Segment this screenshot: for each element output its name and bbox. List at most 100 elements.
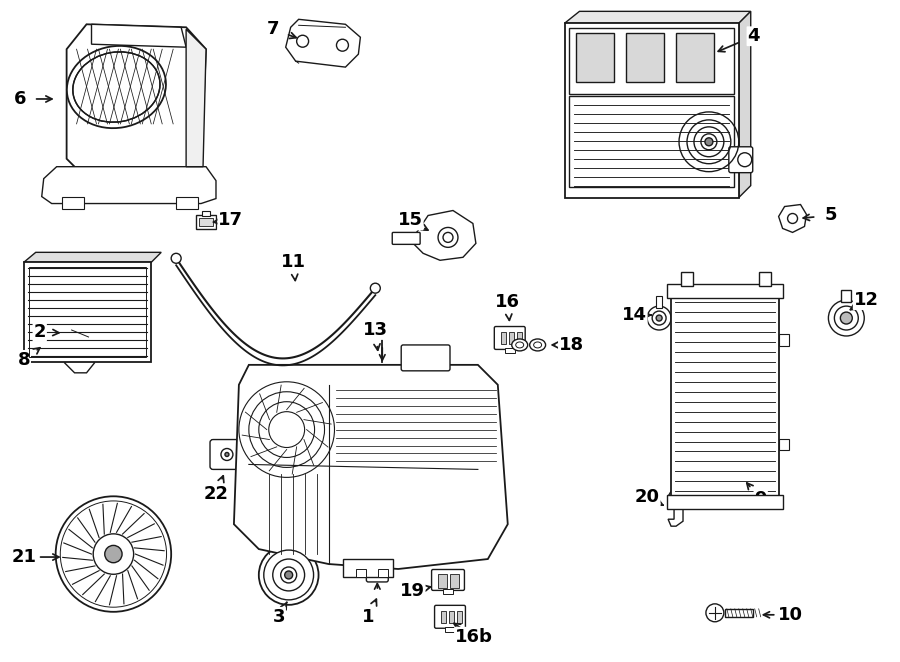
Bar <box>344 559 393 577</box>
FancyBboxPatch shape <box>494 326 526 350</box>
Bar <box>778 438 788 451</box>
Bar <box>676 33 714 82</box>
Circle shape <box>225 453 229 457</box>
Circle shape <box>841 312 852 324</box>
Text: 20: 20 <box>634 489 660 506</box>
Bar <box>517 332 522 344</box>
Circle shape <box>284 571 292 579</box>
Circle shape <box>94 534 133 574</box>
Text: 4: 4 <box>748 27 760 45</box>
Bar <box>842 290 851 302</box>
Text: 2: 2 <box>33 323 46 341</box>
Bar <box>656 296 662 308</box>
Bar <box>500 332 506 344</box>
Bar <box>724 609 752 617</box>
Ellipse shape <box>67 46 166 128</box>
Text: 16: 16 <box>495 293 520 311</box>
Circle shape <box>297 35 309 47</box>
Ellipse shape <box>512 339 527 351</box>
Circle shape <box>74 315 89 331</box>
Text: 15: 15 <box>398 211 423 230</box>
Circle shape <box>438 228 458 248</box>
Bar <box>176 197 198 209</box>
FancyBboxPatch shape <box>729 147 752 173</box>
Bar <box>61 197 84 209</box>
Bar <box>778 334 788 346</box>
Circle shape <box>104 545 122 563</box>
Circle shape <box>647 306 671 330</box>
Text: 17: 17 <box>219 211 243 230</box>
Circle shape <box>738 153 752 167</box>
Bar <box>449 611 454 623</box>
FancyBboxPatch shape <box>432 569 464 591</box>
Text: 12: 12 <box>854 291 878 309</box>
Circle shape <box>264 550 313 600</box>
Polygon shape <box>41 167 216 203</box>
Circle shape <box>652 311 666 325</box>
Bar <box>564 23 739 197</box>
Bar <box>570 97 734 187</box>
Text: 6: 6 <box>14 90 26 108</box>
Ellipse shape <box>73 52 160 122</box>
Text: 1: 1 <box>362 608 374 626</box>
Polygon shape <box>739 11 751 197</box>
Bar <box>671 292 778 501</box>
Circle shape <box>337 39 348 51</box>
Circle shape <box>221 448 233 461</box>
Bar <box>577 33 615 82</box>
Circle shape <box>788 214 797 224</box>
Text: 13: 13 <box>363 321 388 339</box>
Bar <box>356 569 366 577</box>
Bar <box>667 284 783 298</box>
Text: 21: 21 <box>12 548 36 566</box>
Text: 9: 9 <box>754 491 767 508</box>
Text: 19: 19 <box>400 582 425 600</box>
Circle shape <box>273 559 304 591</box>
Bar <box>438 574 447 588</box>
Bar <box>626 33 664 82</box>
Bar <box>681 272 693 286</box>
Circle shape <box>443 232 453 242</box>
Bar <box>570 28 734 95</box>
Text: 14: 14 <box>622 306 647 324</box>
FancyBboxPatch shape <box>366 553 388 582</box>
Ellipse shape <box>530 339 545 351</box>
Circle shape <box>656 315 662 321</box>
Bar <box>199 218 213 226</box>
Bar <box>29 267 147 357</box>
Circle shape <box>171 254 181 263</box>
Bar <box>759 272 770 286</box>
Circle shape <box>705 138 713 146</box>
Bar <box>202 211 210 216</box>
Circle shape <box>706 604 724 622</box>
Polygon shape <box>234 365 508 569</box>
FancyBboxPatch shape <box>210 440 244 469</box>
Polygon shape <box>23 252 161 262</box>
Circle shape <box>834 306 859 330</box>
Circle shape <box>72 346 86 360</box>
Text: 8: 8 <box>17 351 30 369</box>
Circle shape <box>281 567 297 583</box>
Bar <box>450 574 459 588</box>
Circle shape <box>373 566 382 576</box>
Circle shape <box>828 300 864 336</box>
Polygon shape <box>564 11 751 23</box>
Bar <box>667 495 783 509</box>
FancyBboxPatch shape <box>435 605 465 628</box>
Bar <box>443 589 453 594</box>
FancyBboxPatch shape <box>401 345 450 371</box>
Polygon shape <box>410 211 476 260</box>
Bar <box>196 216 216 230</box>
Text: 5: 5 <box>824 207 837 224</box>
Polygon shape <box>668 491 683 526</box>
Circle shape <box>56 496 171 612</box>
Circle shape <box>370 283 381 293</box>
Text: 11: 11 <box>281 254 306 271</box>
FancyBboxPatch shape <box>392 232 420 244</box>
Bar <box>508 332 514 344</box>
Bar <box>23 262 151 362</box>
Text: 10: 10 <box>778 606 803 624</box>
Bar <box>457 611 462 623</box>
Polygon shape <box>186 29 206 167</box>
Text: 16b: 16b <box>455 628 493 645</box>
